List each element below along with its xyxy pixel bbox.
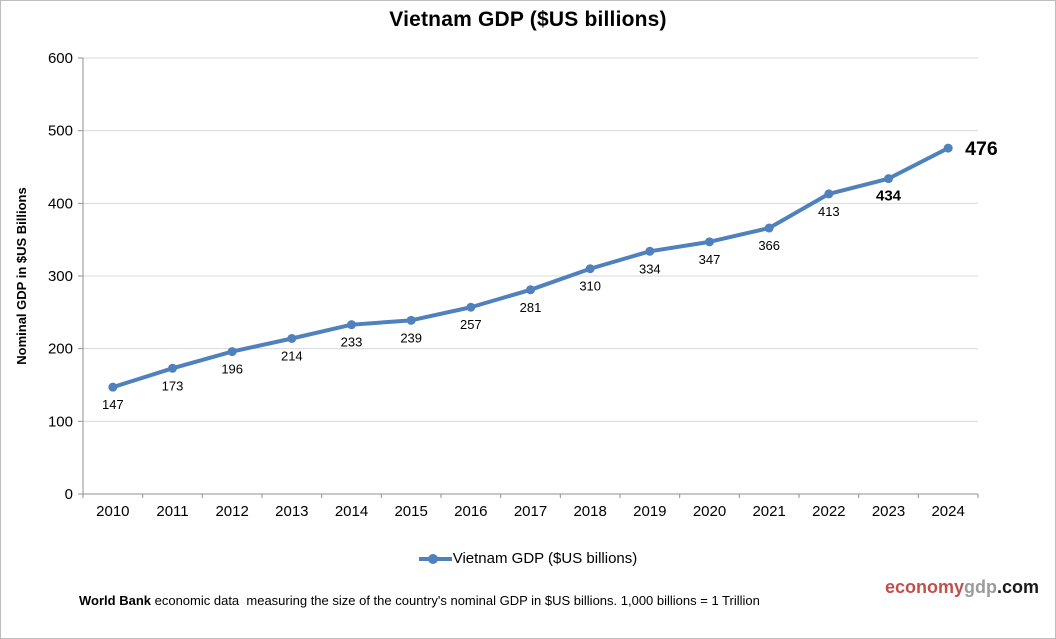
data-label: 434 — [876, 188, 902, 205]
x-tick-label: 2021 — [752, 503, 785, 520]
legend: Vietnam GDP ($US billions) — [1, 550, 1055, 567]
x-tick-label: 2024 — [931, 503, 964, 520]
x-tick-label: 2010 — [96, 503, 129, 520]
x-tick-label: 2017 — [514, 503, 547, 520]
y-tick-label: 200 — [48, 341, 73, 358]
data-point-marker — [705, 237, 714, 247]
data-label: 173 — [162, 378, 184, 393]
footer-source: World Bank — [79, 593, 151, 608]
watermark-economy: economy — [884, 577, 964, 597]
x-tick-label: 2014 — [335, 503, 368, 520]
x-tick-label: 2023 — [872, 503, 905, 520]
x-tick-label: 2011 — [156, 503, 188, 520]
data-point-marker — [585, 264, 595, 274]
x-tick-label: 2016 — [454, 503, 487, 520]
x-tick-label: 2020 — [693, 503, 726, 520]
data-point-marker — [466, 302, 476, 312]
chart-title: Vietnam GDP ($US billions) — [389, 8, 667, 31]
gdp-line — [110, 146, 951, 390]
x-tick-label: 2015 — [394, 503, 427, 520]
data-point-marker — [824, 189, 834, 199]
data-label: 239 — [400, 330, 422, 345]
data-point-marker — [645, 246, 655, 256]
data-point-marker — [884, 174, 893, 184]
y-tick-label: 500 — [48, 123, 73, 140]
x-tick-label: 2022 — [812, 503, 845, 520]
footer-description: economic data measuring the size of the … — [151, 593, 760, 608]
data-label: 214 — [281, 348, 303, 363]
data-point-marker — [764, 223, 774, 233]
y-tick-label: 600 — [48, 50, 73, 67]
y-tick-label: 400 — [48, 195, 73, 212]
watermark-gdp: gdp — [963, 577, 997, 597]
x-tick-label: 2012 — [215, 503, 248, 520]
data-point-marker — [168, 363, 177, 373]
footer-note: World Bank economic data measuring the s… — [79, 593, 760, 608]
data-point-marker — [227, 347, 237, 357]
data-label: 413 — [818, 204, 840, 219]
watermark-com: .com — [996, 577, 1039, 597]
data-point-marker — [526, 285, 535, 295]
data-point-marker — [108, 382, 118, 392]
data-label: 476 — [965, 138, 998, 160]
watermark-logo[interactable]: economygdp.com — [885, 577, 1039, 598]
data-label: 147 — [102, 397, 124, 412]
data-label: 347 — [699, 252, 721, 267]
y-tick-label: 300 — [48, 268, 73, 285]
x-tick-label: 2013 — [275, 503, 308, 520]
legend-line-marker-icon — [418, 553, 452, 564]
legend-label: Vietnam GDP ($US billions) — [452, 550, 638, 567]
data-label: 257 — [460, 317, 482, 332]
data-label: 310 — [579, 279, 601, 294]
data-label: 281 — [520, 300, 542, 315]
data-point-marker — [347, 320, 356, 330]
data-label: 196 — [221, 362, 243, 377]
y-tick-label: 100 — [48, 413, 73, 430]
y-axis-title: Nominal GDP in $US Billions — [14, 187, 29, 364]
x-tick-label: 2018 — [573, 503, 606, 520]
data-point-marker — [943, 143, 953, 153]
data-label: 334 — [639, 261, 661, 276]
legend-dot-icon — [427, 553, 438, 564]
x-tick-label: 2019 — [633, 503, 666, 520]
data-label: 366 — [758, 238, 780, 253]
data-point-marker — [406, 315, 416, 325]
data-point-marker — [287, 333, 297, 343]
data-label: 233 — [341, 335, 363, 350]
y-tick-label: 0 — [65, 486, 73, 503]
